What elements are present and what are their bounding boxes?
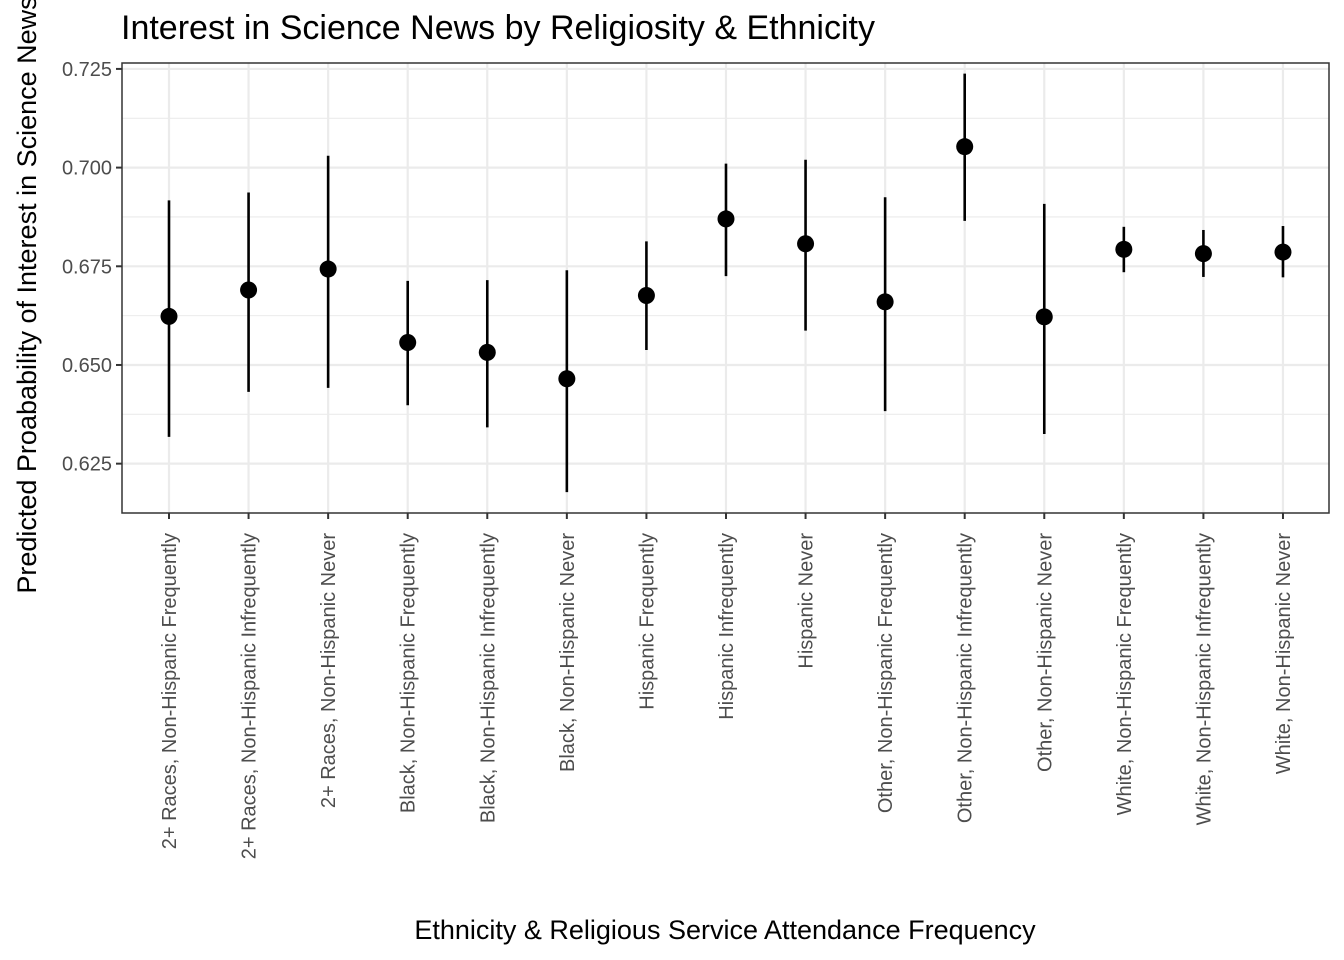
data-point bbox=[478, 343, 496, 361]
x-tick-label: Black, Non-Hispanic Infrequently bbox=[477, 533, 499, 823]
data-point bbox=[240, 281, 258, 299]
y-axis: 0.625 0.650 0.675 0.700 0.725 bbox=[62, 59, 122, 476]
y-tick-label: 0.650 bbox=[62, 355, 112, 377]
data-point bbox=[876, 293, 894, 311]
x-tick-label: Black, Non-Hispanic Frequently bbox=[398, 533, 420, 813]
x-tick-label: White, Non-Hispanic Frequently bbox=[1114, 533, 1136, 815]
x-tick-label: Other, Non-Hispanic Frequently bbox=[875, 533, 897, 813]
x-tick-label: 2+ Races, Non-Hispanic Never bbox=[318, 533, 340, 808]
data-marks bbox=[160, 73, 1292, 493]
y-tick-label: 0.700 bbox=[62, 158, 112, 180]
x-axis-title: Ethnicity & Religious Service Attendance… bbox=[414, 915, 1036, 945]
y-axis-title: Predicted Proabability of Interest in Sc… bbox=[12, 0, 42, 594]
data-point bbox=[1274, 243, 1292, 261]
x-tick-label: 2+ Races, Non-Hispanic Infrequently bbox=[239, 533, 261, 859]
x-tick-label: Hispanic Frequently bbox=[636, 533, 658, 710]
x-tick-label: Hispanic Never bbox=[796, 533, 818, 669]
data-point bbox=[399, 333, 417, 351]
data-point bbox=[717, 210, 735, 228]
y-tick-label: 0.625 bbox=[62, 454, 112, 476]
y-tick-label: 0.725 bbox=[62, 59, 112, 81]
x-tick-label: Hispanic Infrequently bbox=[716, 533, 738, 720]
x-axis: 2+ Races, Non-Hispanic Frequently 2+ Race… bbox=[159, 513, 1295, 859]
data-point bbox=[160, 307, 178, 325]
data-point bbox=[797, 235, 815, 253]
x-tick-label: White, Non-Hispanic Infrequently bbox=[1193, 533, 1215, 825]
x-tick-label: 2+ Races, Non-Hispanic Frequently bbox=[159, 533, 181, 849]
x-tick-label: Other, Non-Hispanic Never bbox=[1034, 533, 1056, 772]
y-tick-label: 0.675 bbox=[62, 256, 112, 278]
x-tick-label: White, Non-Hispanic Never bbox=[1273, 533, 1295, 775]
data-point bbox=[1115, 240, 1133, 258]
data-point bbox=[1035, 308, 1053, 326]
data-point bbox=[637, 287, 655, 304]
grid bbox=[122, 63, 1329, 513]
chart-title: Interest in Science News by Religiosity … bbox=[121, 9, 875, 47]
data-point bbox=[956, 138, 974, 156]
data-point bbox=[558, 370, 576, 388]
data-point bbox=[319, 260, 337, 278]
plot-panel bbox=[121, 62, 1330, 514]
x-tick-label: Black, Non-Hispanic Never bbox=[557, 533, 579, 772]
x-tick-label: Other, Non-Hispanic Infrequently bbox=[955, 533, 977, 823]
data-point bbox=[1194, 245, 1212, 263]
